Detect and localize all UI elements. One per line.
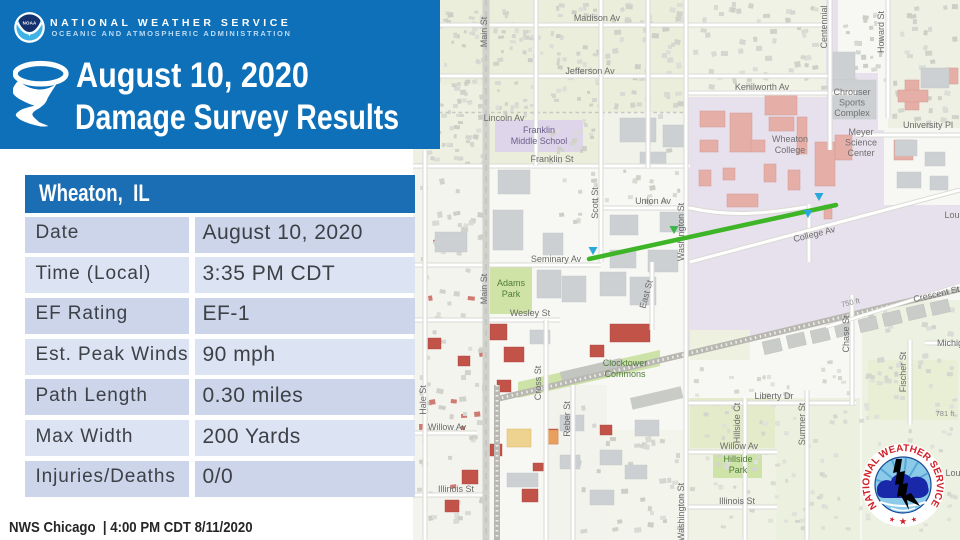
svg-text:Complex: Complex	[834, 108, 870, 118]
svg-text:Center: Center	[847, 148, 874, 158]
svg-text:Meyer: Meyer	[848, 127, 873, 137]
svg-text:Commons: Commons	[604, 369, 646, 379]
svg-text:Jefferson Av: Jefferson Av	[565, 66, 615, 76]
svg-text:Franklin: Franklin	[523, 125, 555, 135]
svg-text:Adams: Adams	[497, 278, 526, 288]
svg-text:Chrouser: Chrouser	[833, 87, 870, 97]
svg-text:Scott St: Scott St	[590, 187, 600, 219]
svg-text:Main St: Main St	[479, 16, 489, 47]
svg-text:College: College	[775, 145, 806, 155]
svg-text:Lincoln Av: Lincoln Av	[484, 113, 525, 123]
svg-text:Sports: Sports	[839, 98, 866, 108]
svg-text:Michig: Michig	[937, 338, 960, 348]
svg-text:Cross St: Cross St	[533, 365, 543, 400]
svg-text:Howard St: Howard St	[876, 11, 886, 54]
svg-text:Chase St: Chase St	[841, 315, 851, 353]
svg-text:Illinois St: Illinois St	[719, 496, 756, 506]
svg-text:Main St: Main St	[479, 273, 489, 304]
svg-text:Sumner St: Sumner St	[797, 402, 807, 445]
svg-text:Clocktower: Clocktower	[603, 358, 648, 368]
svg-text:Union Av: Union Av	[635, 196, 671, 206]
svg-text:Park: Park	[502, 289, 521, 299]
svg-text:Reber St: Reber St	[562, 401, 572, 437]
svg-text:781 ft: 781 ft	[936, 409, 956, 418]
svg-text:Middle School: Middle School	[511, 136, 568, 146]
svg-text:Lou: Lou	[945, 468, 960, 478]
svg-text:★: ★	[910, 515, 918, 524]
svg-text:Willow Av: Willow Av	[428, 422, 467, 432]
svg-text:University Pl: University Pl	[903, 120, 953, 130]
svg-text:Hillside Ct: Hillside Ct	[732, 402, 742, 443]
svg-text:Madison Av: Madison Av	[574, 13, 621, 23]
svg-text:Fischer St: Fischer St	[898, 351, 908, 392]
svg-text:Washington St: Washington St	[676, 202, 686, 261]
svg-text:Hillside: Hillside	[723, 454, 752, 464]
svg-text:Wesley St: Wesley St	[510, 308, 551, 318]
svg-text:Seminary Av: Seminary Av	[531, 254, 582, 264]
svg-text:★: ★	[888, 515, 896, 524]
svg-text:Washington St: Washington St	[676, 482, 686, 540]
svg-text:Park: Park	[729, 465, 748, 475]
svg-text:Willow Av: Willow Av	[720, 441, 759, 451]
svg-text:Liberty Dr: Liberty Dr	[754, 391, 793, 401]
svg-text:Wheaton: Wheaton	[772, 134, 808, 144]
svg-text:Kenilworth Av: Kenilworth Av	[735, 82, 790, 92]
svg-text:Hale St: Hale St	[418, 385, 428, 415]
svg-text:Franklin St: Franklin St	[530, 154, 574, 164]
svg-text:★: ★	[899, 517, 907, 526]
svg-text:NOAA: NOAA	[23, 20, 37, 25]
svg-text:Science: Science	[845, 138, 877, 148]
svg-text:Centennial: Centennial	[819, 5, 829, 48]
svg-text:750 ft: 750 ft	[840, 296, 861, 309]
svg-text:Illinois St: Illinois St	[438, 484, 475, 494]
svg-text:Lou: Lou	[944, 210, 959, 220]
